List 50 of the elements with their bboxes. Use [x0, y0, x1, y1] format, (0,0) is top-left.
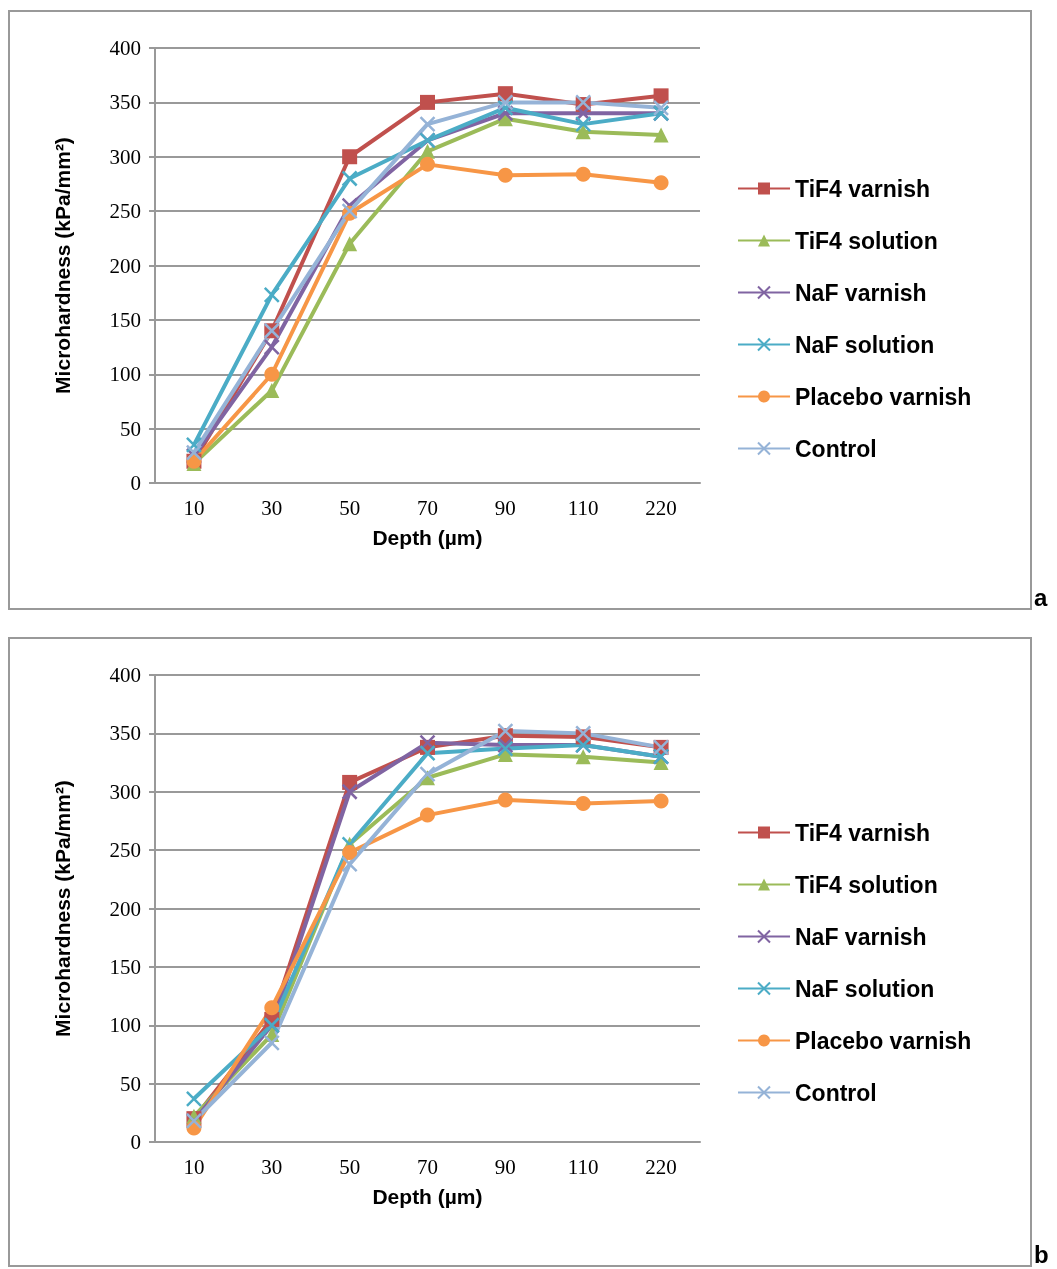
y-tick-label: 250	[109, 199, 141, 224]
legend-label: NaF varnish	[795, 923, 927, 950]
x-tick-label: 70	[417, 1154, 438, 1179]
y-tick-label: 50	[120, 1071, 141, 1096]
legend-label: Placebo varnish	[795, 1027, 972, 1054]
y-tick-label: 200	[109, 253, 141, 278]
legend-label: NaF solution	[795, 975, 935, 1002]
legend-label: TiF4 solution	[795, 871, 938, 898]
x-tick-label: 90	[494, 495, 516, 520]
y-tick-label: 0	[130, 471, 141, 495]
y-tick-label: 300	[109, 779, 141, 804]
x-tick-label: 30	[261, 1154, 283, 1179]
x-tick-label: 110	[567, 1154, 599, 1179]
legend-label: TiF4 varnish	[795, 819, 931, 846]
y-tick-label: 400	[109, 663, 141, 687]
x-tick-label: 10	[183, 495, 205, 520]
legend-label: NaF solution	[795, 331, 935, 358]
x-tick-label: 220	[645, 495, 677, 520]
y-tick-label: 400	[109, 36, 141, 60]
text: b	[1034, 1241, 1049, 1269]
x-tick-label: 220	[645, 1154, 677, 1179]
x-axis-title: Depth (µm)	[372, 526, 483, 549]
y-tick-label: 300	[109, 144, 141, 169]
y-tick-label: 50	[120, 416, 141, 441]
y-tick-label: 250	[109, 838, 141, 863]
y-tick-label: 0	[130, 1130, 141, 1154]
legend-label: Placebo varnish	[795, 383, 972, 410]
x-tick-label: 50	[339, 495, 361, 520]
x-tick-label: 10	[183, 1154, 205, 1179]
y-tick-label: 100	[109, 1013, 141, 1038]
y-tick-label: 150	[109, 307, 141, 332]
y-tick-label: 350	[109, 90, 141, 115]
x-tick-label: 30	[261, 495, 283, 520]
x-tick-label: 90	[494, 1154, 516, 1179]
x-tick-label: 70	[417, 495, 438, 520]
x-axis-title: Depth (µm)	[372, 1185, 483, 1208]
y-tick-label: 350	[109, 721, 141, 746]
legend-label: NaF varnish	[795, 279, 927, 306]
legend-label: TiF4 solution	[795, 227, 938, 254]
x-tick-label: 50	[339, 1154, 361, 1179]
legend-label: TiF4 varnish	[795, 175, 931, 202]
legend-label: Control	[795, 435, 877, 462]
y-tick-label: 150	[109, 954, 141, 979]
y-axis-title: Microhardness (kPa/mm²)	[51, 780, 74, 1037]
y-axis-title: Microhardness (kPa/mm²)	[51, 137, 74, 394]
y-tick-label: 200	[109, 896, 141, 921]
y-tick-label: 100	[109, 362, 141, 387]
legend-label: Control	[795, 1079, 877, 1106]
x-tick-label: 110	[567, 495, 599, 520]
text: a	[1034, 584, 1048, 612]
